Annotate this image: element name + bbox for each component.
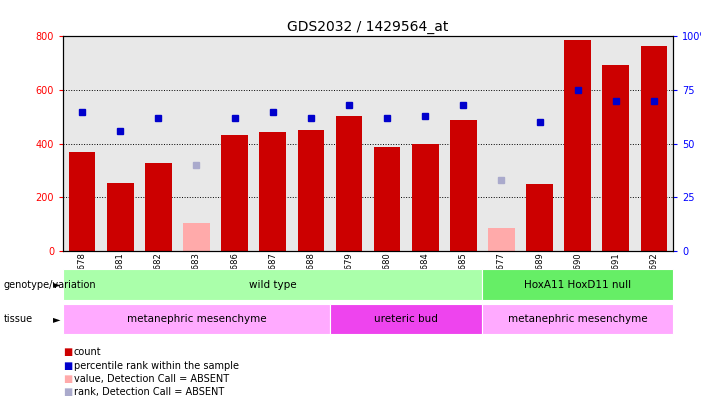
Bar xyxy=(450,120,477,251)
Bar xyxy=(63,304,330,334)
Bar xyxy=(406,36,444,251)
Bar xyxy=(101,36,139,251)
Bar xyxy=(330,36,368,251)
Bar xyxy=(412,144,439,251)
Text: wild type: wild type xyxy=(249,279,297,290)
Text: ureteric bud: ureteric bud xyxy=(374,314,438,324)
Text: genotype/variation: genotype/variation xyxy=(4,279,96,290)
Text: metanephric mesenchyme: metanephric mesenchyme xyxy=(127,314,266,324)
Bar xyxy=(635,36,673,251)
Bar xyxy=(222,135,248,251)
Bar xyxy=(107,183,134,251)
Bar xyxy=(564,40,591,251)
Title: GDS2032 / 1429564_at: GDS2032 / 1429564_at xyxy=(287,20,449,34)
Bar xyxy=(482,269,673,300)
Text: ►: ► xyxy=(53,279,60,290)
Bar xyxy=(145,163,172,251)
Bar xyxy=(259,132,286,251)
Text: ■: ■ xyxy=(63,361,72,371)
Text: tissue: tissue xyxy=(4,314,33,324)
Bar xyxy=(177,36,216,251)
Bar xyxy=(330,304,482,334)
Text: ■: ■ xyxy=(63,347,72,357)
Text: value, Detection Call = ABSENT: value, Detection Call = ABSENT xyxy=(74,374,229,384)
Bar xyxy=(139,36,177,251)
Bar xyxy=(336,116,362,251)
Text: rank, Detection Call = ABSENT: rank, Detection Call = ABSENT xyxy=(74,388,224,397)
Text: count: count xyxy=(74,347,101,357)
Bar xyxy=(488,228,515,251)
Bar xyxy=(526,184,553,251)
Bar xyxy=(292,36,330,251)
Bar xyxy=(641,46,667,251)
Bar xyxy=(374,147,400,251)
Text: percentile rank within the sample: percentile rank within the sample xyxy=(74,361,238,371)
Bar xyxy=(254,36,292,251)
Text: metanephric mesenchyme: metanephric mesenchyme xyxy=(508,314,648,324)
Bar xyxy=(482,36,520,251)
Bar xyxy=(482,304,673,334)
Bar xyxy=(63,36,101,251)
Bar xyxy=(444,36,482,251)
Bar xyxy=(597,36,635,251)
Text: ►: ► xyxy=(53,314,60,324)
Bar xyxy=(216,36,254,251)
Text: ■: ■ xyxy=(63,388,72,397)
Bar xyxy=(602,66,629,251)
Text: ■: ■ xyxy=(63,374,72,384)
Bar xyxy=(183,223,210,251)
Bar xyxy=(69,152,95,251)
Bar xyxy=(63,269,482,300)
Bar xyxy=(520,36,559,251)
Bar xyxy=(297,130,324,251)
Bar xyxy=(368,36,406,251)
Text: HoxA11 HoxD11 null: HoxA11 HoxD11 null xyxy=(524,279,631,290)
Bar xyxy=(559,36,597,251)
